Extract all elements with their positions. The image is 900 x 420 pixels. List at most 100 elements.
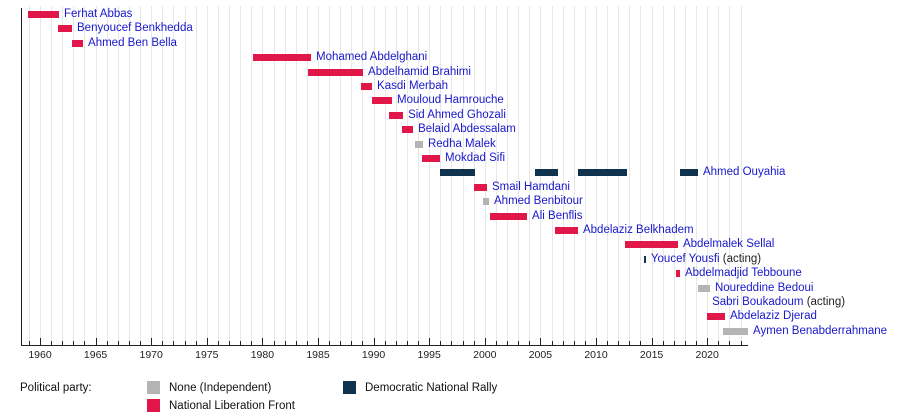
minor-tick: [696, 341, 698, 345]
minor-tick: [229, 341, 231, 345]
person-label: Sabri Boukadoum (acting): [712, 296, 845, 308]
minor-tick: [473, 341, 475, 345]
minor-tick: [440, 341, 442, 345]
person-label: Ali Benflis: [532, 209, 583, 222]
year-gridline: [62, 6, 64, 345]
minor-tick: [195, 341, 197, 345]
year-gridline: [84, 6, 86, 345]
major-tick: [95, 337, 97, 345]
minor-tick: [84, 341, 86, 345]
minor-tick: [128, 341, 130, 345]
minor-tick: [251, 341, 253, 345]
person-name: Abdelaziz Djerad: [729, 310, 817, 323]
year-gridline: [173, 6, 175, 345]
person-label: Ahmed Ouyahia: [702, 166, 786, 179]
year-gridline: [651, 6, 653, 345]
person-name: Ahmed Ben Bella: [88, 36, 177, 49]
year-gridline: [284, 6, 286, 345]
year-gridline: [206, 6, 208, 345]
minor-tick: [451, 341, 453, 345]
person-label: Sid Ahmed Ghozali: [408, 109, 506, 121]
minor-tick: [529, 341, 531, 345]
year-gridline: [329, 6, 331, 345]
term-bar: [625, 241, 678, 249]
person-suffix: (acting): [719, 252, 762, 265]
x-tick-label: 1980: [250, 348, 275, 361]
year-gridline: [295, 6, 297, 345]
person-name: Abdelhamid Brahimi: [368, 65, 471, 78]
person-label: Mouloud Hamrouche: [397, 94, 504, 107]
legend-label-fln: National Liberation Front: [169, 400, 295, 412]
x-tick-label: 1965: [83, 348, 108, 361]
major-tick: [484, 337, 486, 345]
x-tick-label: 1960: [28, 348, 52, 361]
person-name: Mouloud Hamrouche: [397, 94, 504, 107]
person-name: Ahmed Ouyahia: [702, 166, 786, 179]
person-label: Noureddine Bedoui: [715, 282, 813, 294]
minor-tick: [217, 341, 219, 345]
rnd-party-swatch-icon: [343, 381, 356, 394]
term-bar: [307, 68, 364, 76]
major-tick: [151, 337, 153, 345]
term-bar: [389, 111, 404, 119]
term-bar: [27, 11, 59, 18]
minor-tick: [462, 341, 464, 345]
minor-tick: [240, 341, 242, 345]
minor-tick: [362, 341, 364, 345]
minor-tick: [140, 341, 142, 345]
minor-tick: [51, 341, 53, 345]
major-tick: [429, 337, 431, 345]
person-name: Mohamed Abdelghani: [315, 51, 428, 64]
person-name: Aymen Benabderrahmane: [753, 324, 888, 337]
term-bar: [421, 155, 440, 162]
year-gridline: [106, 6, 108, 345]
minor-tick: [73, 341, 75, 345]
person-label: Ahmed Ben Bella: [88, 36, 177, 49]
term-bar: [439, 169, 475, 177]
year-gridline: [128, 6, 130, 345]
term-bar: [679, 169, 698, 177]
term-bar: [534, 169, 558, 177]
term-bar: [361, 83, 373, 90]
person-name: Redha Malek: [427, 137, 496, 150]
major-tick: [373, 337, 375, 345]
major-tick: [540, 337, 542, 345]
term-bar: [474, 183, 487, 191]
year-gridline: [740, 6, 742, 345]
year-gridline: [418, 6, 420, 345]
minor-tick: [618, 341, 620, 345]
term-bar: [72, 39, 84, 47]
minor-tick: [117, 341, 119, 345]
minor-tick: [662, 341, 664, 345]
year-gridline: [306, 6, 308, 345]
term-bar: [483, 198, 490, 206]
person-label: Abdelhamid Brahimi: [368, 65, 471, 78]
year-gridline: [529, 6, 531, 345]
year-gridline: [629, 6, 631, 345]
person-name: Ali Benflis: [532, 209, 583, 222]
person-label: Ahmed Benbitour: [494, 195, 583, 207]
year-gridline: [573, 6, 575, 345]
year-gridline: [373, 6, 375, 345]
term-bar: [722, 327, 748, 335]
person-label: Ferhat Abbas: [64, 8, 132, 20]
year-gridline: [95, 6, 97, 345]
minor-tick: [740, 341, 742, 345]
year-gridline: [362, 6, 364, 345]
year-gridline: [662, 6, 664, 345]
minor-tick: [573, 341, 575, 345]
x-tick-label: 1985: [306, 348, 330, 361]
minor-tick: [173, 341, 175, 345]
x-tick-label: 2010: [584, 348, 608, 361]
minor-tick: [295, 341, 297, 345]
year-gridline: [51, 6, 53, 345]
major-tick: [206, 337, 208, 345]
fln-party-swatch-icon: [147, 399, 160, 412]
x-tick-label: 2005: [528, 348, 553, 361]
term-bar: [675, 270, 680, 278]
year-gridline: [140, 6, 142, 345]
year-gridline: [151, 6, 153, 345]
minor-tick: [584, 341, 586, 345]
year-gridline: [162, 6, 164, 345]
minor-tick: [562, 341, 564, 345]
